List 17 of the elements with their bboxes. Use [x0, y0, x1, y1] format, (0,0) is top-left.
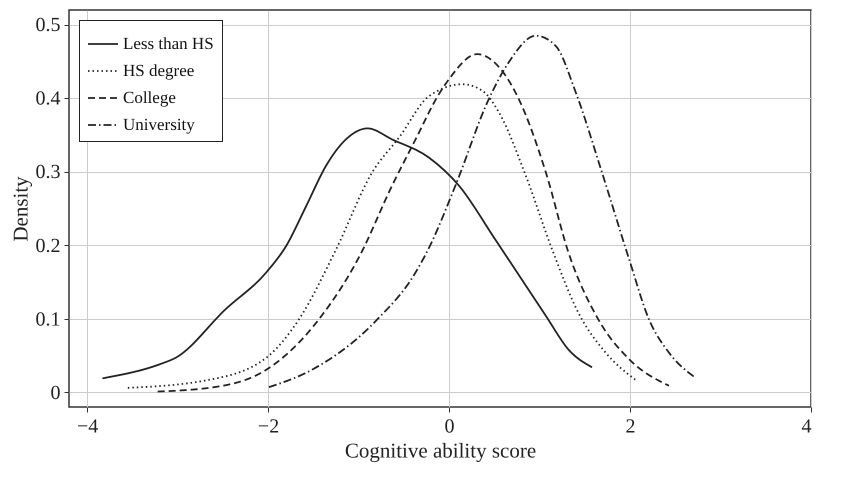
- legend-label: University: [123, 115, 196, 134]
- legend-label: HS degree: [123, 61, 194, 80]
- x-tick-label: 4: [802, 416, 812, 438]
- y-tick-label: 0.1: [36, 308, 60, 330]
- y-tick-label: 0.2: [36, 234, 60, 257]
- legend-label: Less than HS: [123, 34, 214, 53]
- y-axis-title: Density: [8, 176, 32, 242]
- y-tick-label: 0.4: [36, 88, 60, 110]
- x-tick-label: 2: [626, 416, 636, 438]
- legend-label: College: [123, 88, 176, 107]
- y-tick-label: 0: [50, 382, 60, 404]
- x-axis-title: Cognitive ability score: [344, 438, 536, 462]
- y-tick-label: 0.3: [36, 161, 60, 184]
- x-tick-label: −4: [76, 416, 98, 438]
- x-tick-label: −2: [258, 416, 280, 438]
- x-tick-label: 0: [444, 416, 455, 438]
- y-tick-label: 0.5: [36, 14, 60, 36]
